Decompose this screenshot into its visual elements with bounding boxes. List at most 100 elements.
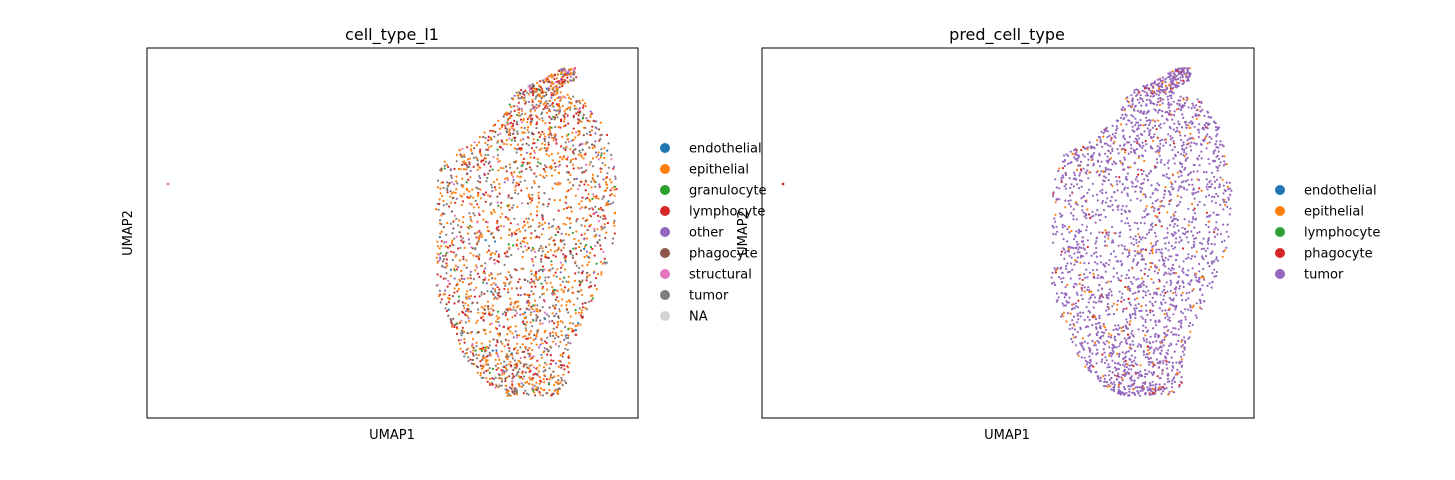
scatter-point [548, 129, 552, 133]
scatter-point [443, 212, 446, 215]
scatter-point [1069, 312, 1072, 315]
scatter-point [561, 280, 564, 283]
scatter-point [591, 173, 595, 176]
scatter-point [1077, 318, 1080, 321]
scatter-point [1163, 338, 1166, 341]
scatter-point [527, 144, 530, 147]
scatter-point [1087, 177, 1090, 180]
scatter-point [1142, 337, 1145, 340]
scatter-point [1142, 124, 1145, 127]
scatter-point [599, 260, 603, 263]
scatter-point [533, 156, 536, 159]
scatter-point [1167, 329, 1170, 332]
scatter-point [1196, 203, 1199, 206]
scatter-point [498, 332, 501, 335]
scatter-point [1143, 375, 1147, 378]
scatter-point [468, 163, 471, 166]
scatter-point [1116, 127, 1119, 130]
legend-marker [660, 164, 670, 174]
scatter-point [1193, 142, 1196, 145]
scatter-point [582, 104, 585, 107]
scatter-point [1215, 134, 1218, 138]
scatter-point [533, 299, 537, 302]
scatter-point [570, 327, 573, 330]
scatter-point [561, 104, 564, 108]
scatter-point [587, 183, 590, 187]
scatter-point [498, 316, 501, 319]
scatter-point [455, 180, 458, 183]
scatter-point [1180, 326, 1183, 329]
scatter-point [1140, 258, 1143, 261]
scatter-point [555, 312, 558, 315]
scatter-point [463, 153, 466, 156]
scatter-point [1186, 76, 1189, 79]
scatter-point [550, 174, 554, 177]
scatter-point [1213, 121, 1216, 124]
scatter-point [495, 250, 498, 253]
scatter-point [1066, 240, 1069, 243]
scatter-point [1096, 139, 1099, 142]
scatter-point [542, 132, 546, 135]
scatter-point [534, 270, 538, 274]
scatter-point [570, 187, 573, 190]
scatter-point [1162, 196, 1165, 199]
scatter-point [1106, 197, 1109, 200]
scatter-point [589, 161, 592, 164]
scatter-point [586, 237, 589, 240]
scatter-point [1172, 225, 1175, 228]
scatter-point [1170, 255, 1173, 258]
scatter-point [565, 304, 568, 307]
scatter-point [480, 293, 483, 296]
scatter-point [1104, 244, 1107, 247]
scatter-point [1088, 171, 1091, 174]
scatter-point [472, 206, 476, 209]
scatter-point [1133, 91, 1136, 94]
scatter-point [474, 264, 478, 267]
scatter-point [505, 170, 508, 173]
scatter-point [595, 156, 598, 159]
scatter-point [567, 341, 570, 344]
scatter-point [541, 268, 544, 271]
scatter-point [1171, 361, 1174, 364]
scatter-point [526, 221, 529, 224]
scatter-point [1114, 324, 1117, 327]
scatter-point [546, 205, 549, 208]
scatter-point [547, 315, 551, 318]
scatter-point [591, 125, 594, 128]
scatter-point [486, 369, 490, 372]
scatter-point [603, 156, 606, 160]
scatter-point [1159, 85, 1162, 88]
scatter-point [1086, 361, 1089, 364]
scatter-point [1157, 94, 1160, 97]
scatter-point [1081, 255, 1085, 258]
scatter-point [501, 124, 504, 127]
scatter-point [1097, 300, 1100, 303]
scatter-point [495, 349, 498, 352]
scatter-point [1125, 339, 1128, 342]
scatter-point [478, 231, 481, 234]
scatter-point [458, 313, 461, 316]
scatter-point [588, 286, 591, 289]
scatter-point [1153, 292, 1156, 295]
scatter-point [530, 114, 533, 117]
scatter-point [455, 332, 459, 335]
scatter-point [1082, 348, 1085, 351]
scatter-point [600, 152, 603, 155]
scatter-point [1170, 266, 1174, 270]
scatter-point [509, 303, 512, 306]
scatter-point [1191, 221, 1194, 224]
scatter-point [580, 289, 583, 292]
scatter-point [1054, 213, 1057, 216]
scatter-point [1133, 359, 1136, 362]
scatter-point [512, 178, 515, 181]
scatter-point [1132, 115, 1135, 118]
scatter-point [1136, 386, 1139, 389]
scatter-point [1182, 143, 1185, 146]
scatter-point [1121, 351, 1124, 354]
scatter-point [1158, 362, 1161, 365]
scatter-point [1136, 197, 1139, 200]
scatter-point [1137, 227, 1140, 230]
scatter-point [1116, 374, 1119, 378]
scatter-point [1174, 130, 1177, 133]
scatter-point [1111, 353, 1114, 356]
